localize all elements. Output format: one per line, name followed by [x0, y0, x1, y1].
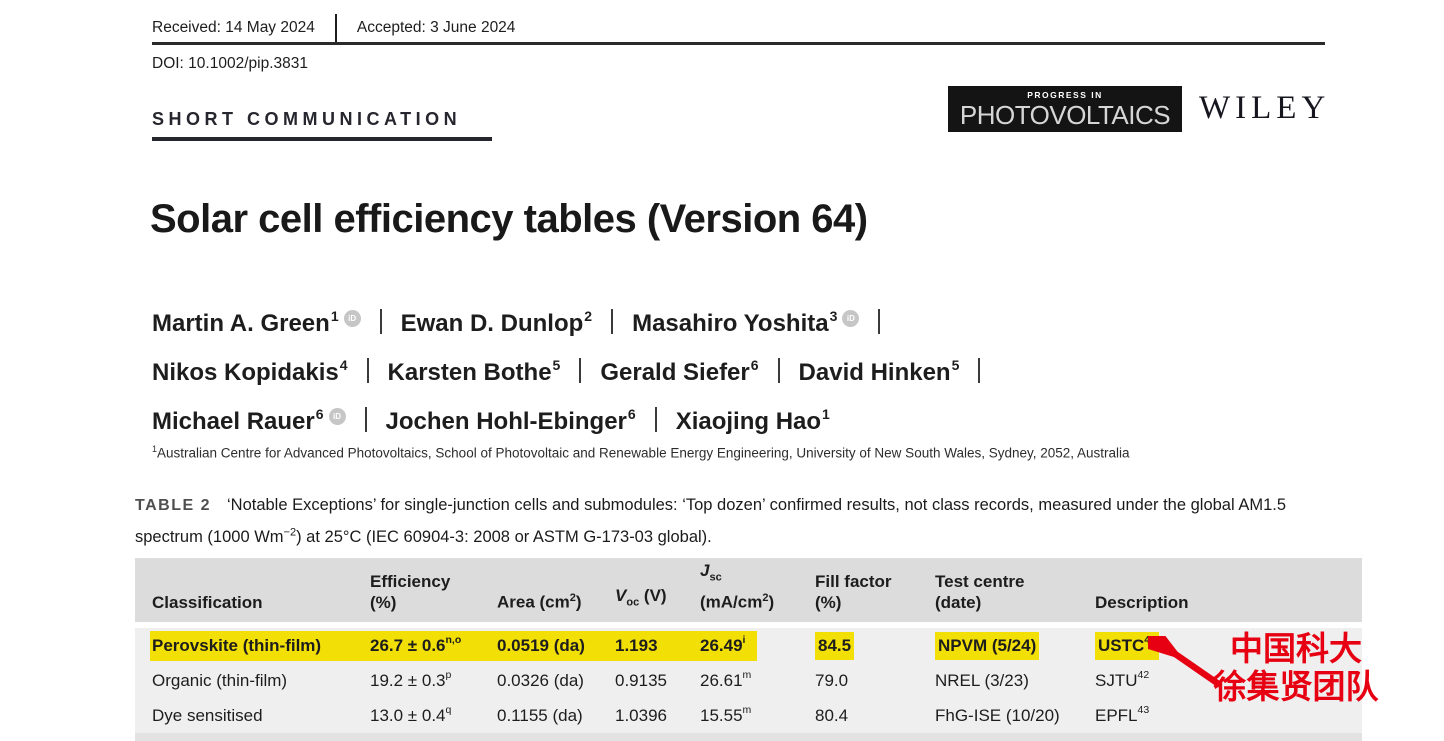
table-cell: 0.0326 (da)	[497, 670, 584, 690]
article-type-label: SHORT COMMUNICATION	[152, 109, 462, 129]
table-cell: 1.0396	[615, 705, 667, 725]
journal-tagline: PROGRESS IN	[1027, 90, 1103, 100]
author-separator	[978, 358, 981, 383]
author-name: Xiaojing Hao1	[675, 406, 830, 435]
doi: DOI: 10.1002/pip.3831	[152, 55, 308, 72]
author-separator	[579, 358, 582, 383]
affiliation-sup: 5	[552, 357, 561, 373]
table-row-perovskite: Perovskite (thin-film) 26.7 ± 0.6n,o 0.0…	[135, 628, 1362, 663]
column-header-description: Description	[1095, 593, 1189, 612]
orcid-icon[interactable]: iD	[328, 408, 346, 425]
journal-name: PHOTOVOLTAICS	[959, 100, 1171, 130]
affiliation-sup: 6	[627, 406, 636, 422]
table-cell: 79.0	[815, 670, 849, 690]
column-header-area: Area (cm2)	[497, 592, 582, 612]
column-header-efficiency: Efficiency (%)	[370, 572, 451, 612]
table-cell: 1.193	[615, 635, 658, 655]
table-cell: 13.0 ± 0.4q	[370, 704, 452, 725]
table-cell: Dye sensitised	[152, 705, 263, 725]
table-cell: Perovskite (thin-film)	[152, 635, 322, 655]
table-cell: 26.49i	[700, 634, 746, 655]
table-next-row-cutoff	[135, 733, 1362, 741]
accepted-date: Accepted: 3 June 2024	[356, 19, 516, 36]
author-list: Martin A. Green1 iD Ewan D. Dunlop2 Masahir…	[152, 296, 1302, 443]
author-line-2: Nikos Kopidakis4 Karsten Bothe5 Gerald Sie…	[152, 345, 1302, 394]
table-header-row: Classification Efficiency (%) Area (cm2) …	[135, 558, 1362, 622]
table-cell: 15.55m	[700, 704, 752, 725]
table-body: Perovskite (thin-film) 26.7 ± 0.6n,o 0.0…	[135, 628, 1362, 741]
table-cell: 80.4	[815, 705, 849, 725]
author-separator	[654, 407, 657, 432]
highlight-band	[150, 631, 757, 661]
table-cell: FhG-ISE (10/20)	[935, 705, 1060, 725]
author-name: Gerald Siefer6	[600, 357, 759, 386]
author-separator	[777, 358, 780, 383]
author-name: Masahiro Yoshita3	[632, 308, 838, 337]
affiliation-sup: 6	[750, 357, 759, 373]
author-name: Nikos Kopidakis4	[152, 357, 348, 386]
orcid-icon[interactable]: iD	[842, 310, 860, 327]
table-cell: Organic (thin-film)	[152, 670, 288, 690]
table-cell: NPVM (5/24)	[935, 631, 1095, 660]
affiliation-sup: 1	[330, 308, 339, 324]
table-label: TABLE 2	[135, 497, 211, 514]
journal-logo: PROGRESS IN PHOTOVOLTAICS	[948, 86, 1182, 132]
author-separator	[379, 309, 382, 334]
horizontal-rule	[152, 42, 1325, 45]
table-cell: 0.1155 (da)	[497, 705, 583, 725]
author-name: David Hinken5	[798, 357, 960, 386]
author-name: Karsten Bothe5	[387, 357, 561, 386]
affiliation-sup: 5	[951, 357, 960, 373]
table-cell: SJTU42	[1095, 669, 1150, 690]
table-2: Classification Efficiency (%) Area (cm2) …	[135, 558, 1362, 741]
author-separator	[366, 358, 369, 383]
annotation-text: 中国科大 徐集贤团队	[1213, 630, 1379, 705]
table-cell: 84.5	[815, 631, 935, 660]
column-header-fill-factor: Fill factor (%)	[815, 572, 892, 612]
table-caption-line2: the global AM1.5 spectrum (1000 Wm−2) at…	[135, 496, 1287, 546]
column-header-voc: Voc (V)	[615, 585, 667, 608]
author-name: Jochen Hohl-Ebinger6	[385, 406, 636, 435]
annotation-arrow-icon	[1148, 636, 1222, 688]
author-line-1: Martin A. Green1 iD Ewan D. Dunlop2 Masahir…	[152, 296, 1302, 345]
affiliation-sup: 1	[822, 406, 830, 422]
table-cell: EPFL43	[1095, 704, 1150, 725]
author-separator	[364, 407, 367, 432]
table-cell: 0.0519 (da)	[497, 635, 585, 655]
received-accepted-bar: Received: 14 May 2024 Accepted: 3 June 2…	[152, 14, 515, 42]
author-name: Ewan D. Dunlop2	[400, 308, 593, 337]
article-type-underline	[152, 137, 492, 141]
table-cell: 26.61m	[700, 669, 752, 690]
column-header-jsc: Jsc (mA/cm2)	[700, 560, 775, 612]
affiliation-sup: 2	[584, 308, 593, 324]
table-caption-line1: ‘Notable Exceptions’ for single-junction…	[226, 496, 1159, 514]
affiliation-sup: 6	[315, 406, 324, 422]
affiliation-sup: 4	[339, 357, 348, 373]
author-name: Michael Rauer6	[152, 406, 324, 435]
table-cell: NREL (3/23)	[935, 670, 1029, 690]
orcid-icon[interactable]: iD	[343, 310, 361, 327]
affiliation: 1Australian Centre for Advanced Photovol…	[152, 444, 1130, 461]
paper-title: Solar cell efficiency tables (Version 64…	[150, 197, 868, 241]
meta-divider	[334, 14, 337, 42]
author-separator	[611, 309, 614, 334]
table-row-organic: Organic (thin-film) 19.2 ± 0.3p 0.0326 (…	[135, 663, 1362, 698]
table-row-dye: Dye sensitised 13.0 ± 0.4q 0.1155 (da) 1…	[135, 698, 1362, 733]
author-separator	[878, 309, 881, 334]
column-header-classification: Classification	[152, 593, 263, 612]
author-line-3: Michael Rauer6 iD Jochen Hohl-Ebinger6 Xiao…	[152, 394, 1302, 443]
wiley-logo: WILEY	[1199, 90, 1331, 126]
column-header-test-centre: Test centre (date)	[935, 572, 1025, 612]
affiliation-sup: 3	[829, 308, 838, 324]
received-date: Received: 14 May 2024	[152, 19, 315, 36]
table-cell: 19.2 ± 0.3p	[370, 669, 452, 690]
table-cell: 26.7 ± 0.6n,o	[370, 634, 462, 655]
table-cell: 0.9135	[615, 670, 667, 690]
table-caption: TABLE 2 ‘Notable Exceptions’ for single-j…	[135, 492, 1350, 552]
author-name: Martin A. Green1	[152, 308, 339, 337]
